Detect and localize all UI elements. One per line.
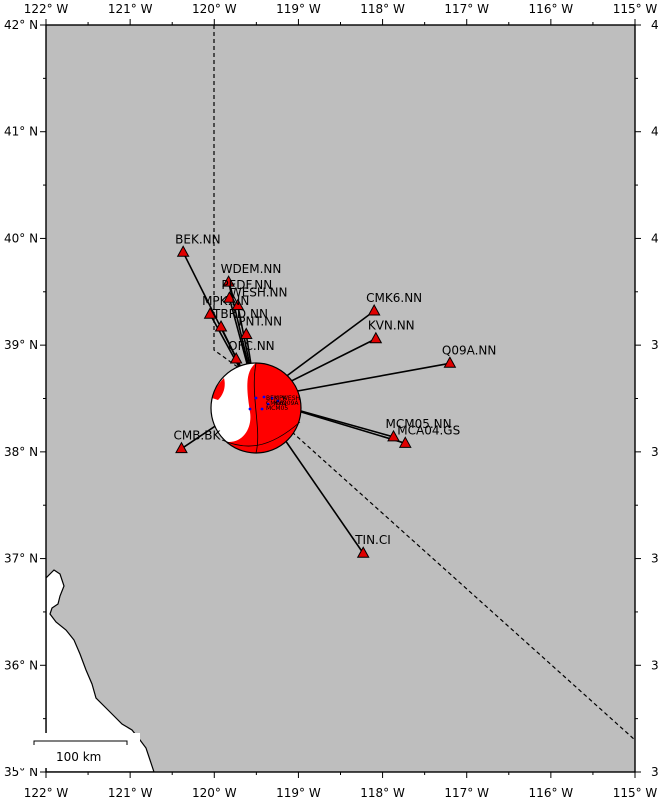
lon-label-top: 115° W xyxy=(613,2,658,16)
lon-label-bottom: 116° W xyxy=(529,786,574,800)
lat-label-right: 39° N xyxy=(651,338,659,352)
inner-station-label: WESH xyxy=(282,395,300,402)
station-triangle[interactable] xyxy=(223,291,236,303)
lon-label-top: 117° W xyxy=(444,2,489,16)
inner-station-dot xyxy=(248,407,252,411)
lat-label-right: 41° N xyxy=(651,125,659,139)
inner-station-label: MPK xyxy=(274,395,288,402)
lat-label-left: 35° N xyxy=(4,765,38,779)
inner-station-label: BEK xyxy=(266,395,279,402)
station-triangle[interactable] xyxy=(369,331,383,344)
station-markers: BEK.NN WDEM.NN PEDF.NNWESH.NNMPK.NNTBRD.NN… xyxy=(173,232,496,558)
inner-station-label: CMK6 xyxy=(266,400,283,407)
lat-label-right: 35° N xyxy=(651,765,659,779)
lon-label-top: 121° W xyxy=(108,2,153,16)
lat-label-left: 42° N xyxy=(4,18,38,32)
lat-label-left: 38° N xyxy=(4,445,38,459)
lat-label-right: 42° N xyxy=(651,18,659,32)
pacific-ocean xyxy=(46,569,155,772)
station-label: Q09A.NN xyxy=(442,343,496,357)
lon-label-top: 120° W xyxy=(192,2,237,16)
station-label: WDEM.NN xyxy=(221,262,282,276)
lon-label-bottom: 122° W xyxy=(24,786,69,800)
lon-label-bottom: 117° W xyxy=(444,786,489,800)
station-label: CMB.BK xyxy=(173,429,221,443)
station-label: WESH.NN xyxy=(230,286,288,300)
inner-station-dot xyxy=(276,399,280,403)
inner-station-label: Q09A xyxy=(282,400,299,407)
station-label: KVN.NN xyxy=(368,319,415,333)
station-label: CMK6.NN xyxy=(366,291,422,305)
inner-station-dot xyxy=(260,407,264,411)
lat-label-left: 41° N xyxy=(4,125,38,139)
lat-label-right: 40° N xyxy=(651,231,659,245)
lon-label-bottom: 121° W xyxy=(108,786,153,800)
lat-label-left: 36° N xyxy=(4,658,38,672)
inner-station-dot xyxy=(270,396,274,400)
station-label: TIN.CI xyxy=(354,533,391,547)
station-triangle[interactable] xyxy=(231,298,245,311)
station-triangle[interactable] xyxy=(222,275,235,287)
station-label: BEK.NN xyxy=(175,232,220,246)
station-triangle[interactable] xyxy=(387,429,400,442)
station-triangle[interactable] xyxy=(356,546,370,558)
station-triangle[interactable] xyxy=(203,307,217,319)
station-label: TBRD.NN xyxy=(212,307,268,321)
scale-bar: 100 km xyxy=(14,733,140,768)
lon-label-top: 119° W xyxy=(276,2,321,16)
station-triangle[interactable] xyxy=(214,319,228,332)
station-triangle[interactable] xyxy=(367,303,381,316)
station-triangle[interactable] xyxy=(229,351,243,364)
lon-label-top: 118° W xyxy=(360,2,405,16)
inner-station-dot xyxy=(266,402,270,406)
inner-station-label: KVN xyxy=(274,400,287,407)
lon-label-bottom: 119° W xyxy=(276,786,321,800)
inner-station-dot xyxy=(262,395,266,399)
compression-quadrant xyxy=(220,363,301,453)
station-label: MCA04.GS xyxy=(397,423,460,437)
lat-label-left: 37° N xyxy=(4,552,38,566)
station-triangle[interactable] xyxy=(443,356,457,368)
station-label: OFC.NN xyxy=(228,339,274,353)
station-label: PEDF.NN xyxy=(221,278,272,292)
inner-station-label: MCM05 xyxy=(266,405,288,412)
land-area xyxy=(46,25,635,772)
lon-label-bottom: 118° W xyxy=(360,786,405,800)
compression-quadrant-small xyxy=(212,378,225,400)
station-triangle[interactable] xyxy=(398,436,412,448)
station-label: MCM05.NN xyxy=(386,417,452,431)
lon-label-bottom: 120° W xyxy=(192,786,237,800)
lat-label-right: 38° N xyxy=(651,445,659,459)
lat-label-left: 39° N xyxy=(4,338,38,352)
lon-label-top: 122° W xyxy=(24,2,69,16)
station-triangle[interactable] xyxy=(176,245,190,257)
station-triangle[interactable] xyxy=(239,327,253,339)
lon-label-top: 116° W xyxy=(529,2,574,16)
station-label: PNT.NN xyxy=(238,314,282,328)
graticule-ticks: 122° W 122° W 121° W 121° W 120° W 120° W 119°… xyxy=(4,2,659,800)
focal-mechanism-beachball xyxy=(210,362,302,454)
lat-label-left: 40° N xyxy=(4,231,38,245)
station-label: MPK.NN xyxy=(202,294,249,308)
lat-label-right: 36° N xyxy=(651,658,659,672)
lat-label-right: 37° N xyxy=(651,552,659,566)
station-triangle[interactable] xyxy=(175,441,188,454)
lon-label-bottom: 115° W xyxy=(613,786,658,800)
scale-bar-label: 100 km xyxy=(56,750,101,764)
inner-station-dot xyxy=(254,396,258,400)
